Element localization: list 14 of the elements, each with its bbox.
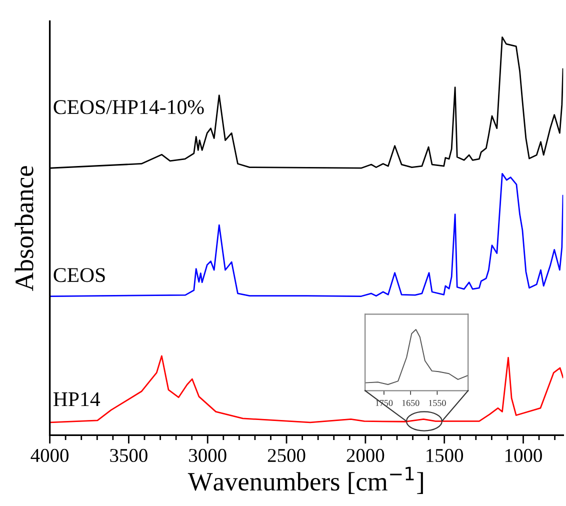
x-tick-label: 1550 [428, 400, 446, 406]
x-tick-label: 2000 [346, 448, 384, 462]
series-label: CEOS/HP14-10% [54, 100, 204, 114]
x-axis-title: Wavenumbers [cm$^{−1}$] [188, 466, 423, 494]
x-tick-label: 2500 [268, 448, 306, 462]
series-label: HP14 [53, 392, 100, 406]
x-tick-label: 3000 [189, 448, 226, 462]
x-tick-label: 1500 [426, 448, 464, 462]
x-tick-label: 1000 [506, 448, 542, 462]
y-axis-title: Absorbance [14, 166, 34, 291]
series-label: CEOS [54, 268, 105, 282]
x-tick-label: 4000 [30, 448, 69, 462]
x-tick-label: 1650 [402, 400, 420, 406]
x-tick-label: 3500 [110, 448, 148, 462]
